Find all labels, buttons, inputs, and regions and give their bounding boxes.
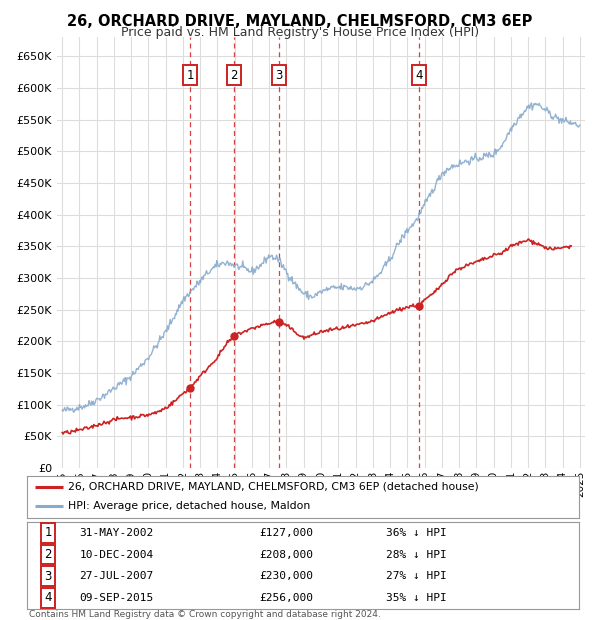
Text: 4: 4 [415, 69, 423, 82]
Text: 2: 2 [230, 69, 238, 82]
Text: 26, ORCHARD DRIVE, MAYLAND, CHELMSFORD, CM3 6EP: 26, ORCHARD DRIVE, MAYLAND, CHELMSFORD, … [67, 14, 533, 29]
Text: 09-SEP-2015: 09-SEP-2015 [79, 593, 154, 603]
Text: 27-JUL-2007: 27-JUL-2007 [79, 571, 154, 582]
Text: £127,000: £127,000 [259, 528, 313, 538]
Text: 1: 1 [186, 69, 194, 82]
Text: 36% ↓ HPI: 36% ↓ HPI [386, 528, 446, 538]
Text: 4: 4 [44, 591, 52, 604]
Text: £256,000: £256,000 [259, 593, 313, 603]
Text: £208,000: £208,000 [259, 549, 313, 560]
Text: 26, ORCHARD DRIVE, MAYLAND, CHELMSFORD, CM3 6EP (detached house): 26, ORCHARD DRIVE, MAYLAND, CHELMSFORD, … [68, 482, 479, 492]
Text: 3: 3 [44, 570, 52, 583]
Text: 31-MAY-2002: 31-MAY-2002 [79, 528, 154, 538]
Text: 3: 3 [275, 69, 283, 82]
Text: 1: 1 [44, 526, 52, 539]
Text: £230,000: £230,000 [259, 571, 313, 582]
Text: 28% ↓ HPI: 28% ↓ HPI [386, 549, 446, 560]
Text: 35% ↓ HPI: 35% ↓ HPI [386, 593, 446, 603]
Text: Price paid vs. HM Land Registry's House Price Index (HPI): Price paid vs. HM Land Registry's House … [121, 26, 479, 39]
Text: 2: 2 [44, 548, 52, 561]
Text: Contains HM Land Registry data © Crown copyright and database right 2024.: Contains HM Land Registry data © Crown c… [29, 610, 380, 619]
Text: 10-DEC-2004: 10-DEC-2004 [79, 549, 154, 560]
Text: HPI: Average price, detached house, Maldon: HPI: Average price, detached house, Mald… [68, 502, 311, 512]
Text: 27% ↓ HPI: 27% ↓ HPI [386, 571, 446, 582]
